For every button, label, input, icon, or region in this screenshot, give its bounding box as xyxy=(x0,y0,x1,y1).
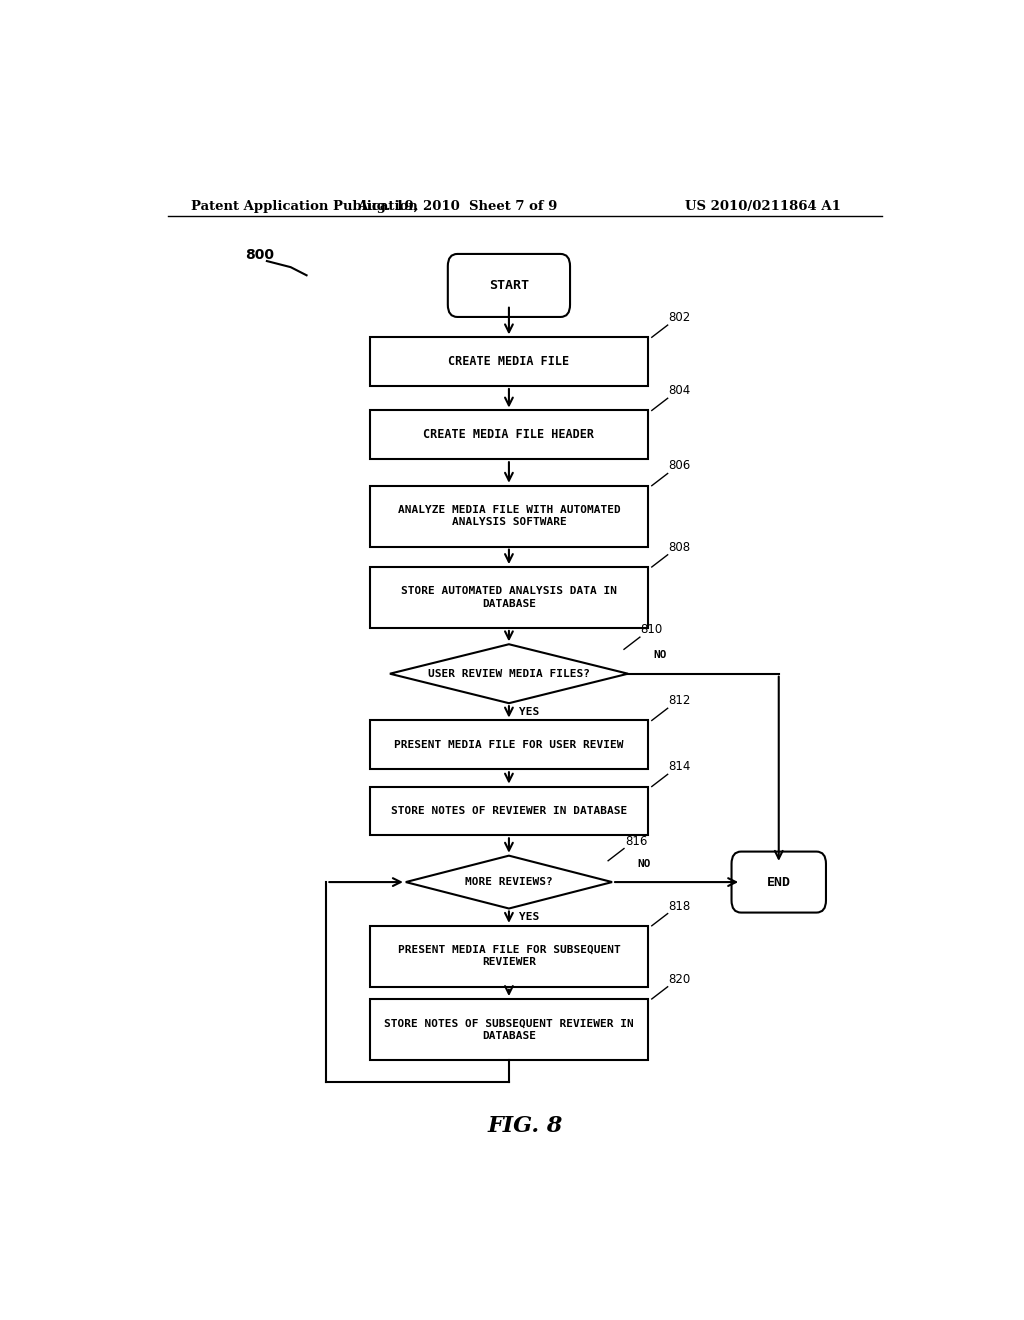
Text: 812: 812 xyxy=(669,694,691,708)
Text: NO: NO xyxy=(653,651,667,660)
Text: 820: 820 xyxy=(669,973,691,986)
Text: PRESENT MEDIA FILE FOR USER REVIEW: PRESENT MEDIA FILE FOR USER REVIEW xyxy=(394,741,624,750)
Text: CREATE MEDIA FILE HEADER: CREATE MEDIA FILE HEADER xyxy=(424,429,594,441)
Text: NO: NO xyxy=(637,859,650,869)
FancyBboxPatch shape xyxy=(370,568,648,628)
Text: 808: 808 xyxy=(669,541,690,554)
FancyBboxPatch shape xyxy=(370,999,648,1060)
Polygon shape xyxy=(390,644,628,704)
Text: CREATE MEDIA FILE: CREATE MEDIA FILE xyxy=(449,355,569,368)
FancyBboxPatch shape xyxy=(447,253,570,317)
FancyBboxPatch shape xyxy=(370,787,648,836)
Text: MORE REVIEWS?: MORE REVIEWS? xyxy=(465,876,553,887)
Text: STORE AUTOMATED ANALYSIS DATA IN
DATABASE: STORE AUTOMATED ANALYSIS DATA IN DATABAS… xyxy=(401,586,616,609)
FancyBboxPatch shape xyxy=(370,486,648,546)
Text: STORE NOTES OF SUBSEQUENT REVIEWER IN
DATABASE: STORE NOTES OF SUBSEQUENT REVIEWER IN DA… xyxy=(384,1018,634,1040)
Text: PRESENT MEDIA FILE FOR SUBSEQUENT
REVIEWER: PRESENT MEDIA FILE FOR SUBSEQUENT REVIEW… xyxy=(397,945,621,968)
Text: START: START xyxy=(488,279,529,292)
Text: 806: 806 xyxy=(669,459,691,473)
Text: 814: 814 xyxy=(669,760,691,774)
Text: 818: 818 xyxy=(669,899,691,912)
Text: USER REVIEW MEDIA FILES?: USER REVIEW MEDIA FILES? xyxy=(428,669,590,678)
Text: US 2010/0211864 A1: US 2010/0211864 A1 xyxy=(685,199,841,213)
Text: Aug. 19, 2010  Sheet 7 of 9: Aug. 19, 2010 Sheet 7 of 9 xyxy=(357,199,557,213)
Polygon shape xyxy=(406,855,612,908)
Text: 816: 816 xyxy=(625,834,647,847)
Text: ANALYZE MEDIA FILE WITH AUTOMATED
ANALYSIS SOFTWARE: ANALYZE MEDIA FILE WITH AUTOMATED ANALYS… xyxy=(397,506,621,528)
FancyBboxPatch shape xyxy=(370,925,648,987)
Text: 802: 802 xyxy=(669,312,691,325)
Text: 800: 800 xyxy=(246,248,274,261)
Text: END: END xyxy=(767,875,791,888)
Text: FIG. 8: FIG. 8 xyxy=(487,1115,562,1137)
Text: 810: 810 xyxy=(641,623,663,636)
Text: YES: YES xyxy=(518,706,539,717)
Text: 804: 804 xyxy=(669,384,691,397)
Text: STORE NOTES OF REVIEWER IN DATABASE: STORE NOTES OF REVIEWER IN DATABASE xyxy=(391,807,627,816)
Text: YES: YES xyxy=(518,912,539,923)
Text: Patent Application Publication: Patent Application Publication xyxy=(191,199,418,213)
FancyBboxPatch shape xyxy=(370,411,648,459)
FancyBboxPatch shape xyxy=(370,721,648,770)
FancyBboxPatch shape xyxy=(370,338,648,385)
FancyBboxPatch shape xyxy=(731,851,826,912)
